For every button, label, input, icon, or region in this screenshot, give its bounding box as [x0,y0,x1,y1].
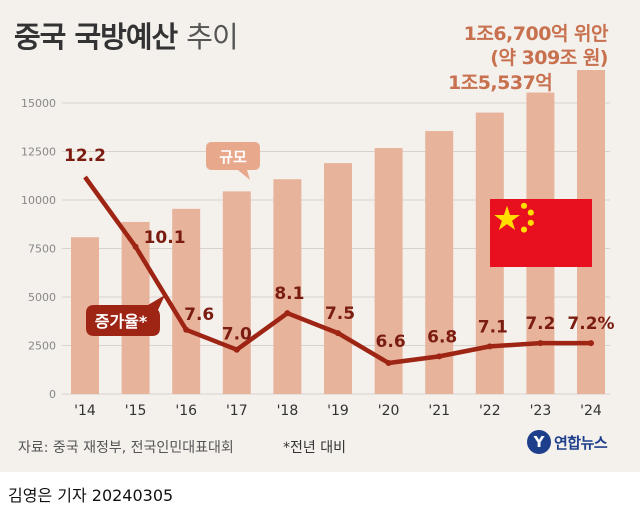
rate-point [233,346,240,353]
footnote: *전년 대비 [283,440,346,456]
rate-value-label: 7.2 [525,314,555,334]
title-main: 중국 국방예산 [14,20,178,54]
y-tick-label: 10000 [21,194,56,207]
rate-point [132,243,139,250]
rate-value-label: 12.2 [64,146,106,166]
x-tick-label: '22 [479,403,501,419]
x-tick-label: '24 [580,403,602,419]
rate-value-label: 7.5 [325,304,355,324]
rate-point [284,310,291,317]
y-tick-label: 0 [49,388,56,401]
y-axis-ticks: 0 2500 5000 7500 10000 12500 15000 [21,97,56,401]
annotation-2024: 1조6,700억 위안 (약 309조 원) [463,22,609,70]
yonhap-logo: Y 연합뉴스 [527,430,608,454]
x-tick-label: '18 [277,403,299,419]
rate-value-label: 10.1 [144,228,186,248]
page-title: 중국 국방예산 추이 [14,14,239,56]
rate-tag: 증가율* [86,295,165,336]
rate-value-label: 7.6 [184,305,214,325]
rate-value-label: 7.0 [222,325,252,345]
rate-value-label: 6.6 [376,332,406,352]
china-flag-icon [490,199,592,267]
x-tick-label: '20 [378,403,400,419]
annotation-2024-krw: (약 309조 원) [490,47,608,69]
rate-value-label: 6.8 [427,327,457,347]
rate-point [335,330,341,337]
yonhap-logo-icon: Y [527,430,551,454]
rate-tag-label: 증가율* [95,312,148,331]
rate-point [537,340,544,347]
y-tick-label: 15000 [21,97,56,110]
growth-rate-labels: 12.2 10.1 7.6 7.0 8.1 7.5 6.6 6.8 7.1 7.2 7.2% [64,146,615,366]
y-tick-label: 5000 [28,291,56,304]
rate-value-label: 8.1 [274,284,304,304]
x-tick-label: '14 [74,403,96,419]
x-tick-label: '16 [175,403,197,419]
source-text: 자료: 중국 재정부, 전국인민대표대회 [18,440,234,456]
bar [172,208,201,394]
x-tick-label: '21 [428,403,450,419]
rate-value-label: 7.2% [567,314,614,334]
yonhap-logo-text: 연합뉴스 [554,433,608,452]
rate-point [588,340,594,347]
bar [222,191,251,394]
x-axis-ticks: '14 '15 '16 '17 '18 '19 '20 '21 '22 '23 '24 [74,403,602,419]
rate-value-label: 7.1 [478,317,508,337]
x-tick-label: '19 [327,403,349,419]
y-tick-label: 7500 [28,242,56,255]
x-tick-label: '23 [530,403,552,419]
bar [324,163,352,394]
bar [273,179,302,394]
y-tick-label: 2500 [28,339,56,352]
rate-point [183,326,190,333]
annotation-2023: 1조5,537억 [448,72,553,94]
y-tick-label: 12500 [21,145,56,158]
x-tick-label: '15 [125,403,147,419]
byline: 김영은 기자 20240305 [8,486,174,505]
scale-tag-label: 규모 [219,148,247,166]
annotation-2024-amount: 1조6,700억 위안 [463,23,609,45]
bar [374,147,403,394]
bar [425,131,454,394]
infographic-card: 중국 국방예산 추이 0 2500 5000 7500 10000 12500 15000 … [0,0,640,472]
x-tick-label: '17 [226,403,248,419]
rate-point [436,353,443,360]
scale-tag: 규모 [206,142,260,180]
rate-point [486,343,493,350]
title-sub: 추이 [186,20,238,54]
rate-point [385,360,392,366]
